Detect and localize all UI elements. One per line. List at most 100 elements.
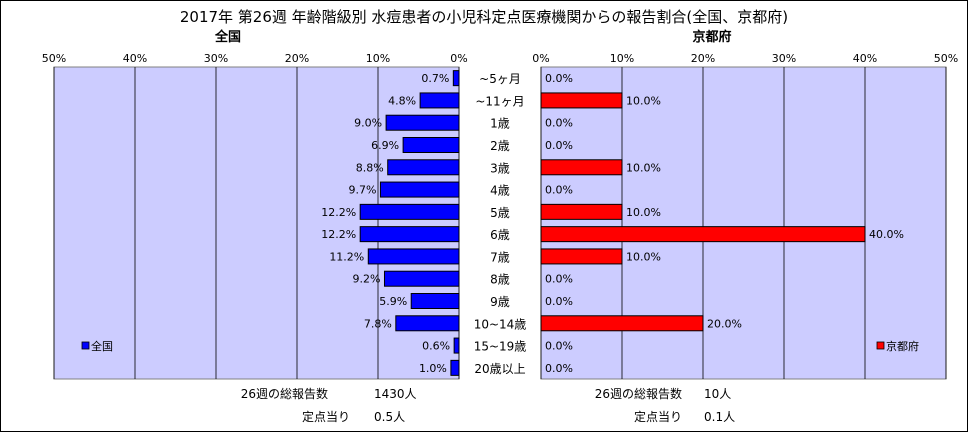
kyoto-bar (540, 92, 623, 109)
national-tick-labels: 0% 10% 20% 30% 40% 50% (42, 52, 468, 65)
kyoto-data-label: 0.0% (545, 72, 573, 85)
kyoto-panel: 0% 10% 20% 30% 40% 50% 0.0% 10.0% 0.0% 0.0% 10.0%… (532, 52, 958, 380)
national-data-label: 1.0% (419, 362, 447, 375)
national-bar (385, 114, 460, 131)
kyoto-data-label: 10.0% (626, 206, 661, 219)
national-bar (359, 226, 460, 243)
category-label: 20歳以上 (474, 362, 525, 376)
national-panel-title: 全国 (214, 29, 241, 45)
kyoto-bar (540, 226, 866, 243)
national-bar (450, 359, 460, 376)
kyoto-data-label: 40.0% (869, 228, 904, 241)
kyoto-tick-label: 40% (853, 52, 877, 65)
kyoto-bar (540, 315, 704, 332)
national-total-value: 1430人 (374, 387, 417, 401)
national-data-label: 9.0% (354, 117, 382, 130)
kyoto-plot-area (540, 66, 947, 380)
kyoto-data-label: 0.0% (545, 139, 573, 152)
national-tick-label: 50% (42, 52, 66, 65)
national-bar (367, 248, 460, 265)
national-data-label: 4.8% (388, 94, 416, 107)
kyoto-legend-label: 京都府 (886, 339, 919, 353)
kyoto-tick-label: 0% (532, 52, 549, 65)
category-label: 5歳 (490, 206, 510, 220)
national-tick-label: 30% (204, 52, 228, 65)
national-data-label: 0.7% (421, 72, 449, 85)
national-plot-area (53, 66, 460, 380)
kyoto-tick-labels: 0% 10% 20% 30% 40% 50% (532, 52, 958, 65)
national-data-label: 6.9% (371, 139, 399, 152)
chart-title: 2017年 第26週 年齢階級別 水痘患者の小児科定点医療機関からの報告割合(全… (180, 8, 788, 26)
category-label: ~11ヶ月 (475, 94, 524, 108)
kyoto-data-label: 0.0% (545, 273, 573, 286)
kyoto-data-label: 10.0% (626, 161, 661, 174)
kyoto-data-label: 10.0% (626, 94, 661, 107)
national-per-value: 0.5人 (374, 410, 405, 424)
category-label: 15~19歳 (474, 340, 527, 354)
kyoto-tick-label: 50% (934, 52, 958, 65)
national-footer: 26週の総報告数 1430人 定点当り 0.5人 (241, 386, 417, 424)
kyoto-data-label: 0.0% (545, 295, 573, 308)
national-data-label: 5.9% (379, 295, 407, 308)
national-bar (395, 315, 460, 332)
kyoto-bar (540, 203, 623, 220)
national-bar (453, 337, 460, 354)
kyoto-data-label: 20.0% (707, 317, 742, 330)
national-data-label: 9.7% (348, 184, 376, 197)
national-bar (387, 159, 460, 176)
kyoto-legend-swatch (876, 341, 885, 350)
national-total-label: 26週の総報告数 (241, 386, 328, 401)
kyoto-data-label: 10.0% (626, 250, 661, 263)
national-data-label: 12.2% (321, 206, 356, 219)
national-data-label: 9.2% (353, 273, 381, 286)
national-tick-label: 20% (285, 52, 309, 65)
kyoto-tick-label: 10% (610, 52, 634, 65)
kyoto-footer: 26週の総報告数 10人 定点当り 0.1人 (595, 386, 735, 424)
national-data-label: 8.8% (356, 161, 384, 174)
national-data-label: 7.8% (364, 317, 392, 330)
kyoto-tick-label: 20% (691, 52, 715, 65)
category-label: ~5ヶ月 (479, 72, 521, 86)
national-per-label: 定点当り (302, 409, 350, 424)
national-data-label: 12.2% (321, 228, 356, 241)
national-legend: 全国 (81, 339, 113, 353)
national-data-label: 11.2% (329, 250, 364, 263)
kyoto-panel-title: 京都府 (692, 29, 731, 45)
national-tick-label: 0% (450, 52, 467, 65)
category-label: 4歳 (490, 184, 510, 198)
kyoto-data-labels: 0.0% 10.0% 0.0% 0.0% 10.0% 0.0% 10.0% 40.0% 10.0… (545, 72, 904, 375)
national-bar (452, 70, 460, 87)
national-bar (379, 181, 460, 198)
kyoto-data-label: 0.0% (545, 117, 573, 130)
category-label: 10~14歳 (474, 317, 527, 331)
kyoto-tick-label: 30% (772, 52, 796, 65)
kyoto-bar (540, 248, 623, 265)
kyoto-total-value: 10人 (704, 387, 731, 401)
kyoto-bars (540, 92, 866, 332)
kyoto-bar (540, 159, 623, 176)
category-label: 1歳 (490, 117, 510, 131)
kyoto-data-label: 0.0% (545, 340, 573, 353)
category-label: 7歳 (490, 250, 510, 264)
national-legend-label: 全国 (91, 339, 113, 353)
national-bar (410, 293, 460, 309)
national-bar (383, 270, 460, 287)
category-label: 3歳 (490, 161, 510, 175)
national-data-label: 0.6% (422, 340, 450, 353)
national-tick-label: 10% (366, 52, 390, 65)
category-label: 6歳 (490, 228, 510, 242)
kyoto-data-label: 0.0% (545, 184, 573, 197)
kyoto-per-value: 0.1人 (704, 410, 735, 424)
national-legend-swatch (81, 341, 90, 350)
national-bar (419, 92, 460, 109)
category-label: 2歳 (490, 139, 510, 153)
national-tick-label: 40% (123, 52, 147, 65)
kyoto-legend: 京都府 (876, 339, 919, 353)
kyoto-per-label: 定点当り (634, 409, 682, 424)
national-bars (359, 70, 460, 376)
national-bar (359, 203, 460, 220)
category-label: 8歳 (490, 273, 510, 287)
national-bar (402, 137, 460, 153)
national-panel: 0% 10% 20% 30% 40% 50% 0.7% 4.8% 9.0% 6.9% 8.8% 9.… (42, 52, 468, 380)
